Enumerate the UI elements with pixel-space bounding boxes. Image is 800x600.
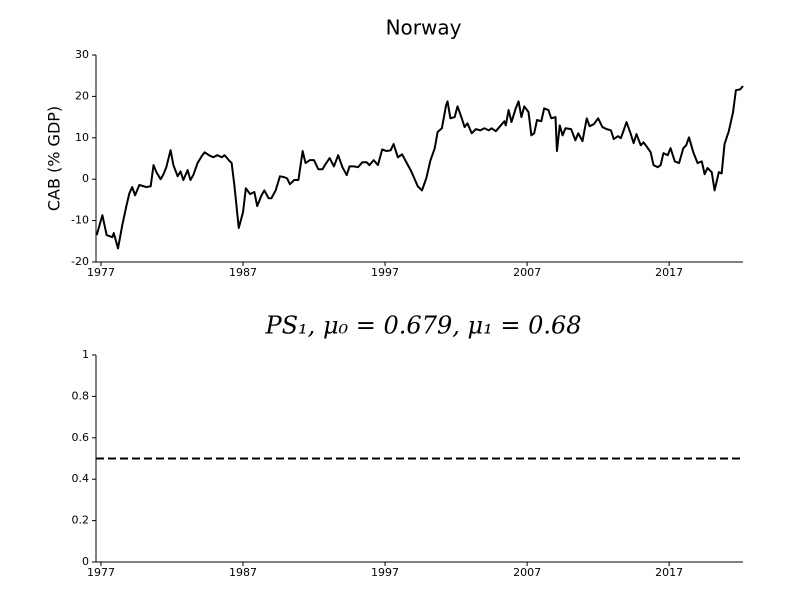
y-tick-label: 0.4 [72, 472, 90, 485]
y-tick-label: 0.6 [72, 431, 90, 444]
x-tick-label: 2007 [513, 266, 541, 279]
x-tick-label: 1987 [229, 566, 257, 579]
x-tick-label: 2017 [655, 566, 683, 579]
y-tick-label: 0 [82, 555, 89, 568]
y-tick-label: 0.2 [72, 514, 90, 527]
x-tick-label: 1997 [371, 566, 399, 579]
x-tick-label: 1997 [371, 266, 399, 279]
y-axis-label: CAB (% GDP) [45, 106, 64, 211]
chart-title: PS₁, μ₀ = 0.679, μ₁ = 0.68 [264, 312, 581, 340]
y-tick-label: 0 [82, 172, 89, 185]
data-line [95, 85, 744, 250]
chart-title: Norway [386, 16, 462, 40]
y-tick-label: 20 [75, 89, 89, 102]
y-tick-label: -10 [71, 214, 89, 227]
x-tick-label: 1987 [229, 266, 257, 279]
x-tick-label: 2017 [655, 266, 683, 279]
y-tick-label: 10 [75, 131, 89, 144]
x-tick-label: 1977 [87, 566, 115, 579]
y-tick-label: 30 [75, 48, 89, 61]
y-tick-label: -20 [71, 255, 89, 268]
x-tick-label: 1977 [87, 266, 115, 279]
y-tick-label: 0.8 [72, 389, 90, 402]
x-tick-label: 2007 [513, 566, 541, 579]
y-tick-label: 1 [82, 348, 89, 361]
